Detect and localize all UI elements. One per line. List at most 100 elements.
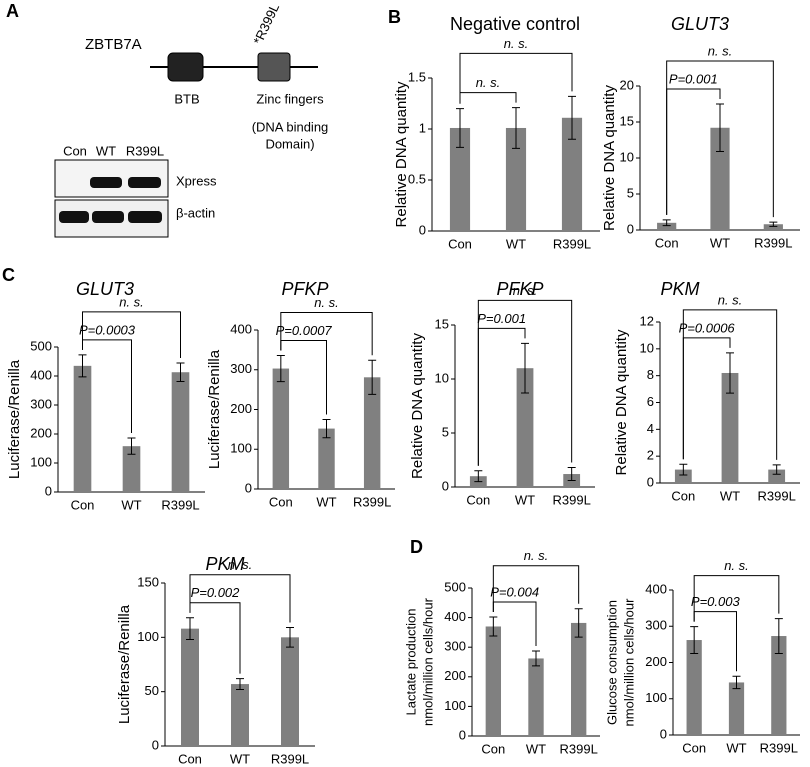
significance-label: n. s.	[524, 548, 549, 563]
y-tick-label: 300	[230, 361, 252, 376]
y-tick-label: 0	[459, 727, 466, 742]
significance-label: P=0.001	[669, 71, 718, 86]
y-tick-label: 10	[435, 370, 449, 385]
y-tick-label: 12	[640, 313, 654, 328]
bar	[763, 224, 783, 230]
error-bar	[276, 354, 285, 383]
domain-note: (DNA binding	[252, 119, 329, 134]
error-bar	[176, 362, 185, 383]
y-tick-label: 300	[645, 618, 667, 633]
error-bar	[772, 464, 781, 475]
error-bar	[322, 418, 331, 439]
significance-bracket	[459, 92, 517, 104]
bar	[363, 377, 381, 489]
domain-note: Domain)	[265, 136, 314, 151]
x-tick-label: Con	[71, 497, 95, 512]
mutation-label: *R399L	[250, 1, 282, 47]
y-tick-label: 400	[30, 367, 52, 382]
bar	[570, 622, 587, 736]
x-tick-label: Con	[671, 488, 695, 503]
y-tick-label: 200	[645, 654, 667, 669]
y-axis-label: Luciferase/Renilla	[206, 349, 223, 469]
y-tick-label: 100	[230, 441, 252, 456]
y-tick-label: 100	[645, 690, 667, 705]
significance-label: n. s.	[718, 292, 743, 307]
bar	[449, 127, 471, 231]
y-tick-label: 100	[444, 698, 466, 713]
y-tick-label: 100	[30, 454, 52, 469]
error-bar	[662, 219, 671, 227]
y-tick-label: 0	[152, 737, 159, 752]
y-tick-label: 400	[444, 609, 466, 624]
btb-domain	[167, 52, 204, 82]
error-bar	[512, 107, 520, 149]
error-bar	[127, 437, 136, 455]
bar	[686, 640, 702, 735]
chart-title: GLUT3	[671, 14, 729, 34]
y-tick-label: 6	[647, 394, 654, 409]
error-bar	[567, 467, 576, 482]
x-tick-label: R399L	[353, 494, 391, 509]
significance-bracket	[459, 52, 573, 104]
x-tick-label: Con	[269, 494, 293, 509]
significance-label: P=0.004	[490, 584, 539, 599]
bar	[674, 469, 692, 483]
error-bar	[474, 470, 483, 483]
y-tick-label: 50	[145, 683, 159, 698]
y-tick-label: 0	[245, 480, 252, 495]
y-tick-label: 1	[419, 120, 426, 135]
x-tick-label: R399L	[553, 236, 591, 251]
x-tick-label: R399L	[553, 492, 591, 507]
y-tick-label: 200	[444, 668, 466, 683]
significance-bracket	[693, 575, 780, 622]
bar	[181, 628, 199, 746]
error-bar	[568, 95, 576, 140]
significance-label: n. s.	[314, 295, 339, 310]
x-tick-label: Con	[481, 741, 505, 756]
x-tick-label: Con	[448, 236, 472, 251]
x-tick-label: Con	[655, 235, 679, 250]
x-tick-label: R399L	[161, 497, 199, 512]
zinc-domain	[257, 52, 291, 82]
significance-label: n. s.	[476, 75, 501, 90]
significance-label: n. s.	[228, 557, 253, 572]
bar	[281, 637, 299, 746]
y-tick-label: 15	[620, 113, 634, 128]
error-bar	[774, 618, 783, 654]
significance-bracket	[280, 311, 373, 356]
significance-bracket	[666, 60, 774, 218]
error-bar	[456, 108, 464, 148]
domain-label: BTB	[174, 91, 199, 106]
y-tick-label: 1.5	[408, 69, 426, 84]
chart-title: PKM	[660, 279, 699, 299]
error-bar	[716, 103, 724, 153]
x-tick-label: R399L	[560, 741, 598, 756]
significance-label: P=0.0006	[679, 320, 736, 335]
chart-title: PFKP	[496, 279, 543, 299]
significance-bracket	[492, 565, 580, 613]
lane-label: R399L	[126, 143, 164, 158]
error-bar	[186, 617, 194, 641]
protein-name: ZBTB7A	[85, 36, 142, 53]
blot-band	[128, 177, 161, 188]
x-tick-label: WT	[526, 741, 546, 756]
y-tick-label: 0	[442, 478, 449, 493]
y-axis-label: Relative DNA quantity	[393, 81, 410, 227]
blot-label: β-actin	[176, 205, 215, 220]
y-tick-label: 400	[230, 321, 252, 336]
y-tick-label: 500	[30, 338, 52, 353]
significance-bracket	[82, 311, 181, 358]
blot-band	[59, 211, 89, 223]
x-tick-label: WT	[506, 236, 526, 251]
bar	[231, 684, 249, 746]
blot-band	[90, 177, 122, 188]
lane-label: WT	[96, 143, 116, 158]
y-axis-label: nmol/million cells/hour	[621, 598, 636, 727]
significance-bracket	[682, 309, 778, 460]
y-axis-label: Luciferase/Renilla	[6, 359, 23, 479]
x-tick-label: WT	[121, 497, 141, 512]
y-tick-label: 5	[627, 185, 634, 200]
bar	[122, 446, 141, 492]
bar	[710, 127, 730, 230]
